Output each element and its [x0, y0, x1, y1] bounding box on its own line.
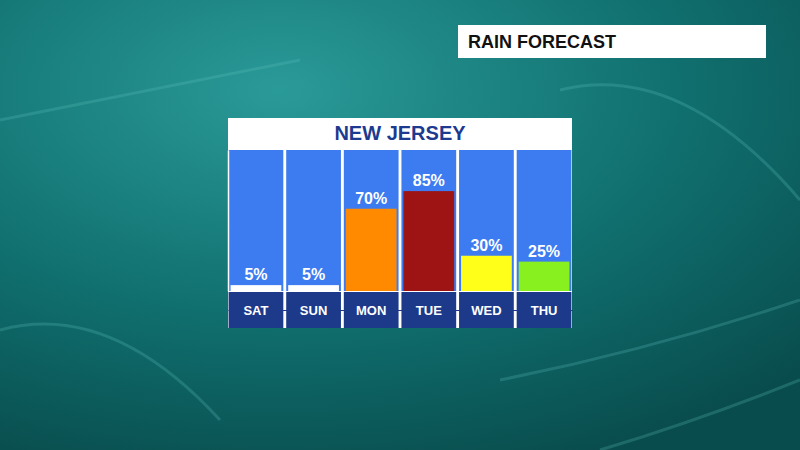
- bar: [288, 285, 339, 291]
- x-tick-label: WED: [471, 303, 501, 318]
- data-label: 25%: [528, 243, 560, 260]
- data-label: 5%: [244, 266, 267, 283]
- column-bg: [286, 150, 341, 291]
- bar: [519, 262, 570, 291]
- data-label: 85%: [413, 172, 445, 189]
- ripple: [0, 60, 300, 120]
- data-label: 30%: [470, 237, 502, 254]
- x-tick-label: SUN: [300, 303, 327, 318]
- y-axis-line: [228, 151, 230, 292]
- chart: RAIN FORECAST NEW JERSEY 5% 5% 70% 85% 30% 25% S…: [0, 0, 800, 450]
- title: RAIN FORECAST: [468, 32, 616, 52]
- column-bg: [459, 150, 514, 291]
- subtitle: NEW JERSEY: [334, 122, 466, 144]
- bars: [231, 191, 570, 291]
- title-box-bg: [458, 25, 766, 58]
- panel-bg: [228, 148, 572, 328]
- ripple: [600, 380, 800, 450]
- x-tick: MON: [356, 303, 386, 318]
- bar: [231, 285, 282, 291]
- y-axis: [228, 151, 229, 292]
- ripple: [0, 324, 220, 420]
- bar: [403, 191, 454, 291]
- columns: [229, 150, 572, 328]
- ripple: [500, 300, 800, 380]
- column-bg: [517, 150, 572, 291]
- column-bg: [401, 150, 456, 291]
- x-tick: THU: [531, 303, 558, 318]
- data-label: 70%: [355, 190, 387, 207]
- data-label: 5%: [302, 266, 325, 283]
- header-bg: [228, 118, 572, 148]
- title-box: RAIN FORECAST: [458, 25, 766, 58]
- ripples: [0, 60, 800, 450]
- x-tick-label: MON: [356, 303, 386, 318]
- x-tick-label: THU: [531, 303, 558, 318]
- x-tick: WED: [471, 303, 501, 318]
- bar: [461, 256, 512, 291]
- ripple: [560, 85, 800, 200]
- x-tick-label: SAT: [243, 303, 268, 318]
- bar: [346, 209, 397, 291]
- background: [0, 0, 800, 450]
- x-tick-label: TUE: [416, 303, 442, 318]
- x-axis: SAT SUN MON TUE WED THU: [229, 303, 573, 318]
- x-tick: SUN: [300, 303, 327, 318]
- column-bg: [344, 150, 399, 291]
- data-labels: 5% 5% 70% 85% 30% 25%: [244, 172, 560, 283]
- x-tick: SAT: [243, 303, 268, 318]
- x-tick: TUE: [416, 303, 442, 318]
- column-bg: [229, 150, 284, 291]
- x-axis-line: [229, 310, 573, 311]
